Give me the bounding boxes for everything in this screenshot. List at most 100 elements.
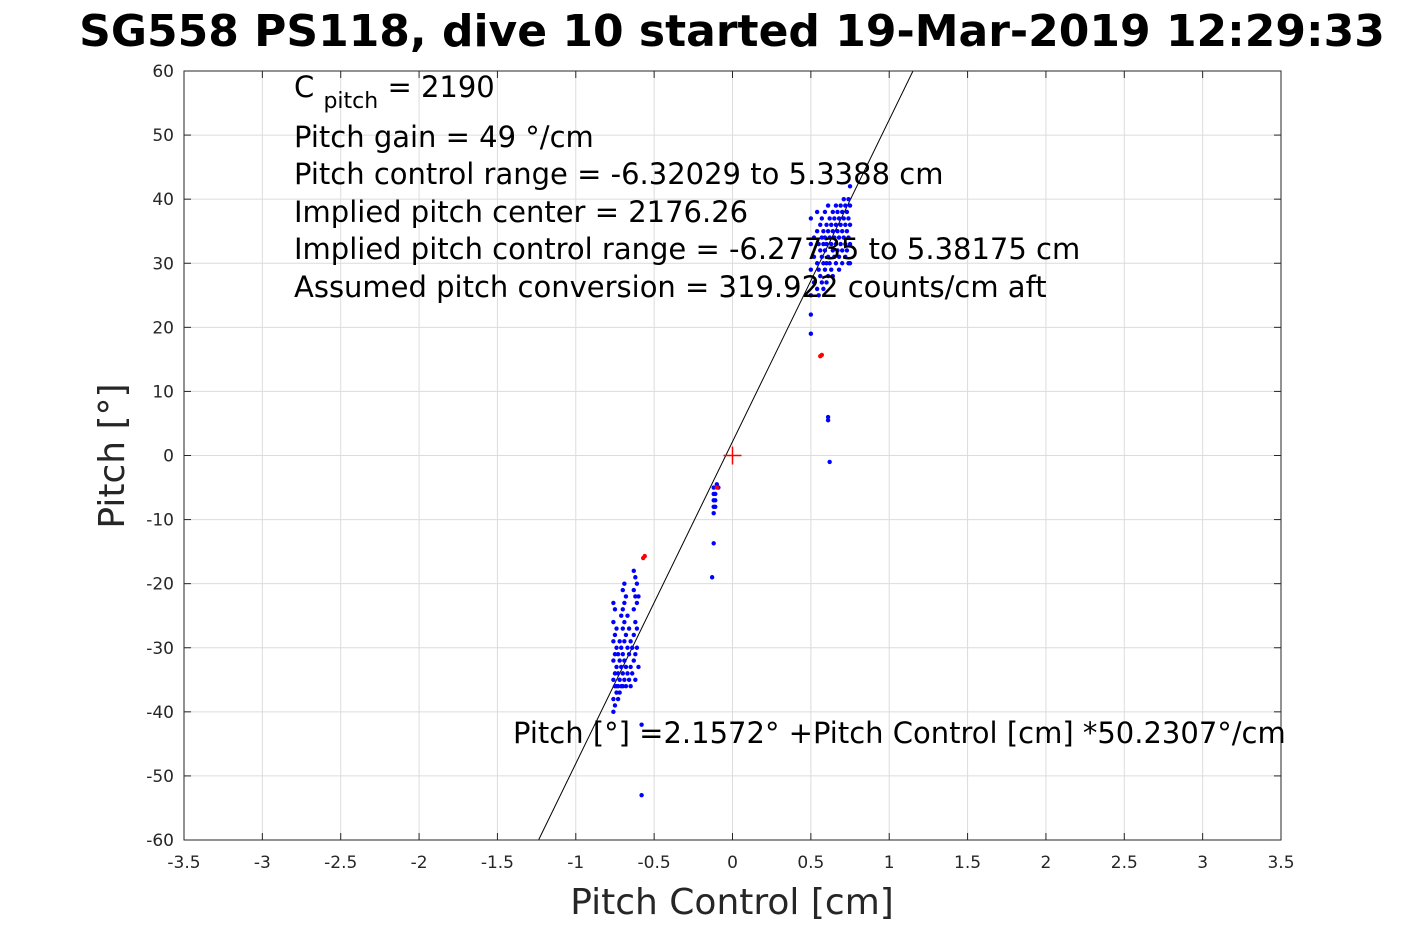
- data-point: [626, 626, 632, 631]
- data-point: [838, 222, 843, 227]
- data-point: [821, 261, 826, 266]
- data-point: [822, 235, 828, 240]
- data-point: [822, 248, 828, 253]
- data-point: [633, 677, 638, 682]
- data-point: [639, 722, 644, 727]
- data-point: [615, 651, 621, 657]
- data-point: [630, 645, 635, 650]
- annotation-conversion: Assumed pitch conversion = 319.922 count…: [294, 270, 1047, 304]
- data-point: [709, 575, 715, 580]
- x-tick-label: -2: [411, 853, 428, 873]
- data-point: [615, 684, 621, 689]
- data-point: [829, 222, 834, 227]
- data-point: [832, 235, 837, 240]
- data-point: [825, 229, 831, 234]
- data-point: [628, 684, 633, 689]
- data-point: [628, 639, 633, 644]
- data-point: [614, 626, 619, 631]
- data-point: [808, 293, 814, 298]
- data-point: [713, 504, 718, 509]
- data-point: [611, 600, 616, 606]
- data-point: [620, 684, 625, 689]
- y-tick-label: 60: [152, 62, 174, 82]
- data-point: [829, 241, 834, 247]
- data-point: [833, 203, 839, 208]
- data-point: [833, 222, 839, 227]
- data-point: [611, 658, 616, 663]
- data-point: [840, 209, 845, 215]
- data-point: [617, 690, 622, 695]
- data-point: [617, 677, 622, 682]
- annotation-control-range: Pitch control range = -6.32029 to 5.3388…: [294, 157, 943, 191]
- data-point: [827, 216, 832, 221]
- data-point: [811, 254, 817, 260]
- data-point: [711, 541, 716, 546]
- data-point: [822, 209, 828, 215]
- data-point: [639, 792, 644, 798]
- x-tick-label: -3: [254, 853, 271, 873]
- plot-frame: [183, 70, 1282, 841]
- data-point: [830, 209, 835, 215]
- data-point: [814, 209, 820, 215]
- data-point: [824, 280, 829, 285]
- data-point: [631, 587, 636, 593]
- data-point: [626, 677, 632, 682]
- data-point: [713, 498, 718, 503]
- data-point: [830, 248, 835, 253]
- annotation-pitch-gain: Pitch gain = 49 °/cm: [294, 120, 594, 154]
- annotation-block: C pitch = 2190 Pitch gain = 49 °/cm Pitc…: [294, 70, 1286, 750]
- data-point: [625, 671, 630, 676]
- data-point: [633, 651, 638, 657]
- data-point: [821, 229, 826, 234]
- data-point: [628, 664, 633, 670]
- data-point: [620, 626, 625, 631]
- x-tick-label: -1.5: [481, 853, 514, 873]
- data-point: [622, 658, 627, 663]
- data-point: [827, 459, 832, 465]
- y-tick-label: -40: [146, 703, 174, 723]
- data-point: [847, 203, 853, 208]
- data-point: [844, 209, 850, 215]
- data-point: [625, 645, 630, 650]
- x-tick-label: 3.5: [1267, 853, 1294, 873]
- x-tick-label: 1: [884, 853, 895, 873]
- data-point: [816, 241, 821, 247]
- data-point: [611, 677, 616, 682]
- data-point: [830, 273, 835, 279]
- data-point: [631, 658, 636, 663]
- data-point: [634, 600, 640, 606]
- data-point: [612, 651, 618, 657]
- data-point: [612, 632, 618, 638]
- highlight-point: [819, 352, 825, 358]
- data-point: [617, 639, 622, 644]
- data-point: [814, 286, 820, 292]
- data-point: [622, 581, 627, 586]
- data-point: [840, 248, 845, 253]
- data-point: [808, 331, 814, 336]
- data-layer: [538, 71, 914, 840]
- data-point: [841, 196, 846, 202]
- data-point: [816, 267, 821, 272]
- data-point: [819, 280, 825, 285]
- data-point: [619, 664, 624, 670]
- y-tick-label: -60: [146, 831, 174, 851]
- data-point: [611, 639, 616, 644]
- data-point: [840, 229, 845, 234]
- data-point: [825, 203, 831, 208]
- data-point: [841, 235, 846, 240]
- data-point: [847, 261, 853, 266]
- y-tick-label: 10: [152, 382, 174, 402]
- data-point: [846, 235, 851, 240]
- data-point: [836, 235, 842, 240]
- data-point: [623, 664, 629, 670]
- x-tick-label: -2.5: [324, 853, 357, 873]
- data-point: [711, 485, 716, 490]
- data-point: [625, 613, 630, 618]
- data-point: [829, 267, 834, 272]
- y-tick-label: 30: [152, 254, 174, 274]
- c-pitch-value: = 2190: [387, 70, 494, 104]
- data-point: [843, 241, 848, 247]
- data-point: [808, 312, 814, 317]
- data-point: [713, 491, 718, 497]
